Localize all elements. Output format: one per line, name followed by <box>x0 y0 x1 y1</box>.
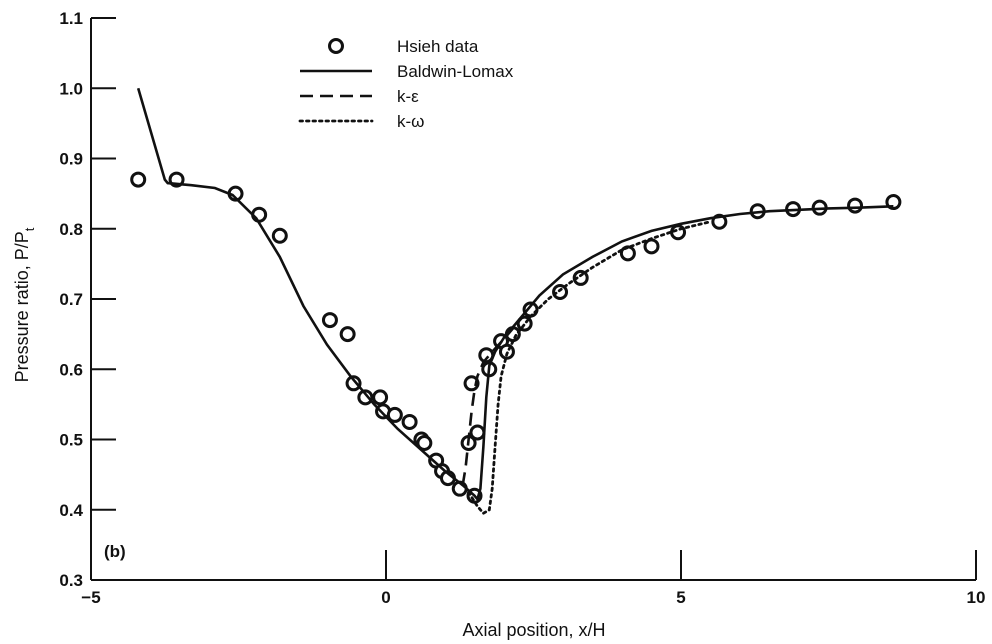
axes <box>90 18 976 581</box>
y-tick-label: 0.9 <box>59 150 83 169</box>
data-point <box>643 238 660 255</box>
y-axis-title-main: Pressure ratio, P/P <box>12 231 32 382</box>
panel-label: (b) <box>104 542 126 561</box>
data-point <box>847 197 864 214</box>
series-line <box>467 220 712 516</box>
legend-label-k-: k-ω <box>397 112 424 131</box>
x-tick-label: 10 <box>967 588 986 607</box>
y-axis-title-group: Pressure ratio, P/Pt <box>12 227 37 382</box>
y-tick-label: 0.6 <box>59 360 83 379</box>
legend-label-hsieh-data: Hsieh data <box>397 37 479 56</box>
data-point <box>130 171 147 188</box>
data-point <box>469 424 486 441</box>
y-axis-title-subscript: t <box>22 227 37 231</box>
x-axis-ticks: −5 0 5 10 <box>81 550 985 607</box>
y-axis-ticks: 0.3 0.4 0.5 0.6 0.7 0.8 0.9 1.0 1.1 <box>59 9 116 590</box>
data-point <box>463 375 480 392</box>
y-tick-label: 0.8 <box>59 220 83 239</box>
data-point <box>401 413 418 430</box>
y-tick-label: 0.3 <box>59 571 83 590</box>
legend-label-k-: k-ε <box>397 87 419 106</box>
series-k- <box>467 220 712 516</box>
data-point <box>372 389 389 406</box>
data-point <box>357 389 374 406</box>
y-tick-label: 0.7 <box>59 290 83 309</box>
data-point <box>339 326 356 343</box>
data-point <box>552 283 569 300</box>
series-layer <box>130 87 902 516</box>
data-point <box>321 312 338 329</box>
data-point <box>251 206 268 223</box>
legend-marker-hsieh-data <box>328 38 344 54</box>
y-tick-label: 0.4 <box>59 501 83 520</box>
x-tick-label: −5 <box>81 588 100 607</box>
y-tick-label: 1.0 <box>59 79 83 98</box>
x-tick-label: 5 <box>676 588 685 607</box>
y-tick-label: 1.1 <box>59 9 83 28</box>
legend: Hsieh data Baldwin-Lomax k-ε k-ω <box>298 37 514 131</box>
series-baldwin-lomax <box>136 87 894 502</box>
x-tick-label: 0 <box>381 588 390 607</box>
data-point <box>271 227 288 244</box>
series-k- <box>461 317 523 486</box>
y-tick-label: 0.5 <box>59 431 83 450</box>
y-axis-title: Pressure ratio, P/Pt <box>12 227 37 382</box>
series-line <box>136 87 894 502</box>
x-axis-title: Axial position, x/H <box>462 620 605 640</box>
data-point <box>572 269 589 286</box>
series-line <box>461 317 523 486</box>
data-point <box>386 406 403 423</box>
data-point <box>345 375 362 392</box>
legend-label-baldwin-lomax: Baldwin-Lomax <box>397 62 514 81</box>
data-point <box>416 435 433 452</box>
